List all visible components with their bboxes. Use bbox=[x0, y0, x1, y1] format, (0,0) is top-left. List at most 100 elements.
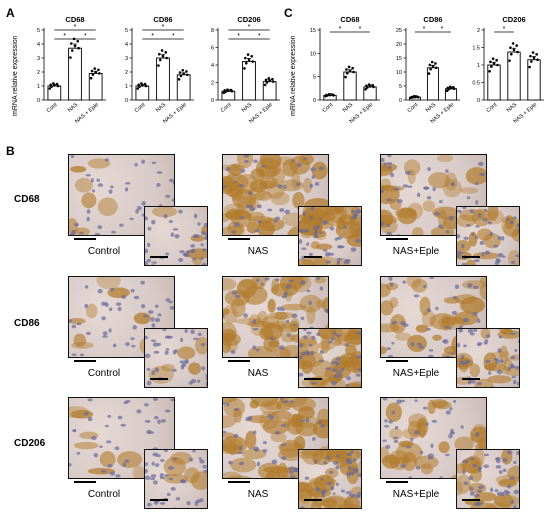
x-tick-label: NAS bbox=[155, 102, 168, 114]
nucleus bbox=[299, 343, 304, 348]
nucleus bbox=[444, 355, 451, 357]
nucleus bbox=[296, 162, 302, 168]
nucleus bbox=[140, 304, 146, 309]
data-point bbox=[427, 72, 431, 75]
stain-region bbox=[317, 212, 336, 223]
nucleus bbox=[230, 349, 236, 354]
nucleus bbox=[327, 340, 334, 344]
data-point bbox=[182, 72, 185, 75]
nucleus bbox=[314, 182, 320, 186]
tissue-texture bbox=[145, 207, 207, 265]
nucleus bbox=[509, 220, 515, 225]
nucleus bbox=[83, 412, 90, 416]
nucleus bbox=[477, 343, 482, 347]
nucleus bbox=[205, 376, 207, 381]
nucleus bbox=[223, 430, 227, 434]
nucleus bbox=[303, 329, 307, 332]
nucleus bbox=[454, 284, 460, 289]
nucleus bbox=[301, 247, 307, 250]
nucleus bbox=[316, 332, 321, 337]
nucleus bbox=[482, 217, 488, 222]
y-tick-label: 1 bbox=[477, 63, 480, 69]
nucleus bbox=[517, 229, 519, 234]
stain-region bbox=[502, 366, 519, 376]
nucleus bbox=[326, 481, 332, 486]
nucleus bbox=[493, 244, 499, 248]
nucleus bbox=[281, 308, 285, 311]
nucleus bbox=[340, 367, 345, 372]
stain-region bbox=[223, 212, 231, 223]
nucleus bbox=[257, 220, 262, 224]
data-point bbox=[413, 95, 417, 99]
nucleus bbox=[320, 478, 324, 481]
scale-bar bbox=[228, 238, 250, 240]
nucleus bbox=[479, 172, 485, 176]
stain-region bbox=[85, 303, 98, 319]
nucleus bbox=[190, 378, 197, 384]
stain-region bbox=[194, 337, 207, 355]
nucleus bbox=[151, 461, 155, 466]
y-tick-label: 5 bbox=[399, 84, 402, 90]
stain-region bbox=[498, 479, 517, 488]
data-point bbox=[490, 65, 493, 68]
stain-region bbox=[245, 430, 257, 450]
nucleus bbox=[69, 463, 72, 467]
nucleus bbox=[179, 337, 184, 343]
data-point bbox=[347, 65, 351, 69]
nucleus bbox=[485, 334, 491, 339]
nucleus bbox=[427, 453, 434, 459]
nucleus bbox=[406, 445, 412, 449]
nucleus bbox=[150, 477, 155, 481]
nucleus bbox=[513, 379, 517, 385]
nucleus bbox=[429, 277, 435, 279]
y-tick-label: 25 bbox=[396, 28, 402, 34]
sig-star: * bbox=[237, 33, 240, 40]
nucleus bbox=[223, 401, 227, 405]
nucleus bbox=[202, 465, 207, 469]
nucleus bbox=[105, 440, 112, 444]
nucleus bbox=[193, 337, 199, 341]
nucleus bbox=[497, 235, 501, 240]
stain-region bbox=[468, 231, 478, 247]
stain-region bbox=[188, 362, 201, 375]
nucleus bbox=[168, 219, 173, 223]
nucleus bbox=[311, 335, 316, 340]
nucleus bbox=[496, 369, 503, 375]
nucleus bbox=[205, 382, 207, 387]
nucleus bbox=[159, 502, 166, 505]
data-point bbox=[515, 44, 518, 47]
nucleus bbox=[71, 324, 77, 329]
nucleus bbox=[190, 244, 196, 248]
stain-region bbox=[316, 243, 333, 250]
nucleus bbox=[246, 204, 250, 209]
nucleus bbox=[76, 451, 81, 455]
nucleus bbox=[175, 497, 181, 501]
nucleus bbox=[167, 466, 174, 470]
nucleus bbox=[450, 352, 455, 355]
nucleus bbox=[288, 279, 294, 283]
nucleus bbox=[484, 208, 488, 213]
nucleus bbox=[325, 367, 332, 370]
nucleus bbox=[434, 211, 440, 216]
nucleus bbox=[157, 313, 162, 317]
nucleus bbox=[301, 351, 306, 356]
nucleus bbox=[332, 461, 339, 465]
stain-region bbox=[177, 346, 196, 360]
nucleus bbox=[473, 259, 480, 263]
nucleus bbox=[419, 450, 424, 455]
nucleus bbox=[488, 371, 492, 375]
y-tick-label: 0 bbox=[37, 98, 40, 104]
data-point bbox=[251, 60, 254, 63]
nucleus bbox=[450, 181, 455, 185]
nucleus bbox=[238, 461, 245, 466]
nucleus bbox=[256, 461, 261, 467]
nucleus bbox=[510, 364, 516, 369]
nucleus bbox=[387, 162, 393, 165]
data-point bbox=[70, 42, 73, 45]
nucleus bbox=[164, 450, 169, 453]
nucleus bbox=[500, 236, 505, 241]
nucleus bbox=[165, 194, 171, 199]
nucleus bbox=[427, 354, 434, 357]
nucleus bbox=[112, 343, 117, 348]
nucleus bbox=[249, 204, 253, 208]
